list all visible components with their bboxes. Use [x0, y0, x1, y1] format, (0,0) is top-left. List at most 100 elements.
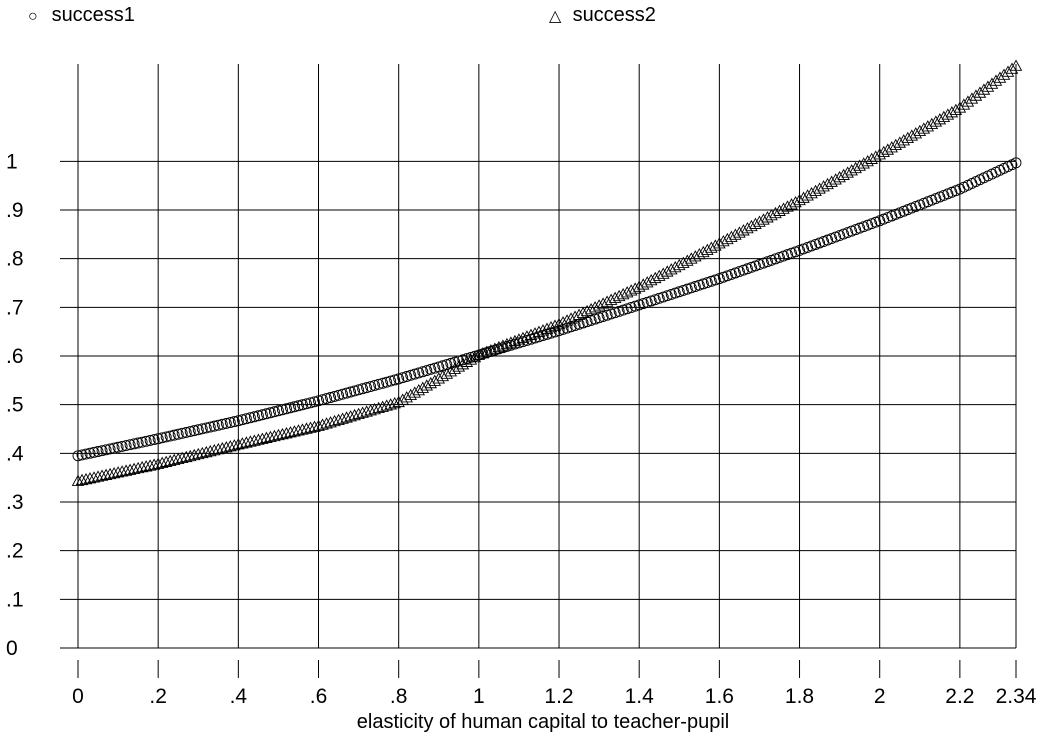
- data-point-success1: [621, 303, 633, 315]
- data-point-success2: [516, 331, 530, 344]
- data-point-success1: [369, 379, 381, 391]
- data-point-success1: [180, 426, 192, 438]
- data-point-success1: [617, 304, 629, 316]
- data-point-success2: [296, 423, 309, 435]
- data-point-success2: [288, 425, 301, 437]
- legend-item-success1: ○ success1: [28, 4, 135, 27]
- data-point-success2: [340, 411, 353, 423]
- data-point-success1: [268, 406, 280, 418]
- data-point-success1: [333, 389, 345, 401]
- data-point-success2: [143, 459, 157, 471]
- x-tick-label: .2: [149, 685, 167, 708]
- data-point-success2: [368, 402, 381, 415]
- legend-label-success1: success1: [51, 4, 135, 26]
- data-point-success2: [965, 92, 979, 104]
- data-point-success2: [360, 405, 373, 417]
- data-point-success2: [79, 472, 93, 485]
- data-point-success2: [508, 334, 522, 347]
- data-point-success2: [195, 446, 209, 459]
- data-point-success1: [124, 439, 136, 451]
- data-point-success1: [285, 402, 296, 414]
- data-point-success1: [425, 363, 437, 375]
- data-point-success1: [397, 372, 409, 384]
- data-point-success2: [480, 345, 494, 357]
- data-point-success1: [449, 356, 461, 368]
- data-point-success2: [356, 406, 369, 418]
- data-point-success1: [272, 405, 284, 417]
- data-point-success1: [228, 416, 240, 428]
- data-point-success2: [87, 471, 101, 483]
- data-point-success2: [183, 449, 197, 462]
- data-point-success1: [385, 375, 397, 387]
- y-tick-label: .4: [6, 442, 24, 465]
- data-point-success2: [312, 419, 325, 431]
- data-point-success1: [377, 377, 389, 389]
- y-tick-label: .7: [6, 296, 24, 319]
- data-point-success2: [131, 461, 145, 474]
- data-point-success1: [128, 438, 140, 450]
- data-point-success1: [244, 412, 256, 424]
- data-point-success2: [504, 336, 518, 348]
- data-point-success1: [629, 300, 641, 312]
- grid-lines: [78, 64, 1017, 649]
- data-point-success2: [348, 408, 361, 421]
- data-point-success2: [260, 431, 273, 443]
- data-point-success2: [224, 440, 237, 452]
- data-point-success1: [224, 417, 236, 428]
- data-point-success2: [336, 412, 349, 424]
- data-point-success1: [581, 316, 593, 328]
- y-tick-label: .5: [6, 394, 24, 417]
- data-point-success2: [989, 74, 1003, 86]
- data-point-success1: [305, 397, 316, 409]
- data-point-success1: [212, 419, 224, 431]
- data-point-success2: [200, 445, 213, 458]
- data-point-success1: [405, 369, 417, 381]
- legend-item-success2: △ success2: [549, 4, 656, 27]
- data-point-success1: [309, 396, 320, 408]
- data-point-success2: [268, 429, 281, 442]
- data-point-success1: [317, 394, 328, 406]
- x-tick-label: 2.2: [945, 685, 974, 708]
- data-point-success2: [135, 461, 149, 473]
- data-point-success1: [204, 421, 216, 433]
- data-point-success2: [384, 398, 397, 410]
- data-point-success2: [115, 465, 129, 477]
- data-point-success1: [232, 415, 244, 427]
- data-point-success1: [136, 436, 148, 448]
- y-tick-label: 1: [6, 150, 18, 173]
- data-point-success1: [609, 307, 621, 319]
- data-point-success1: [365, 381, 377, 392]
- data-point-success1: [108, 442, 120, 454]
- data-point-success1: [112, 441, 124, 453]
- data-point-success1: [325, 392, 336, 403]
- data-point-success2: [212, 443, 225, 455]
- data-point-success2: [1009, 59, 1023, 71]
- data-point-success1: [184, 426, 196, 437]
- data-point-success2: [300, 422, 313, 434]
- data-point-success1: [593, 312, 605, 324]
- data-point-success2: [524, 328, 538, 340]
- data-point-success2: [993, 71, 1007, 83]
- data-point-success2: [175, 451, 189, 464]
- data-point-success2: [544, 321, 558, 333]
- data-point-success1: [132, 437, 144, 449]
- data-point-success1: [321, 393, 332, 405]
- data-point-success1: [120, 440, 132, 451]
- data-point-success1: [389, 374, 401, 386]
- data-point-success2: [159, 455, 173, 467]
- data-point-success1: [152, 433, 164, 445]
- data-point-success2: [244, 435, 257, 447]
- data-point-success1: [72, 450, 84, 462]
- data-point-success1: [92, 446, 104, 457]
- data-point-success1: [176, 427, 188, 439]
- data-point-success2: [953, 101, 967, 113]
- data-point-success1: [337, 388, 349, 400]
- data-point-success1: [260, 408, 272, 420]
- data-point-success1: [276, 404, 288, 416]
- data-point-success2: [344, 410, 357, 422]
- data-point-success2: [280, 427, 293, 439]
- data-point-success2: [103, 467, 117, 480]
- data-point-success2: [75, 473, 89, 486]
- data-point-success1: [497, 342, 509, 354]
- data-point-success1: [84, 447, 96, 459]
